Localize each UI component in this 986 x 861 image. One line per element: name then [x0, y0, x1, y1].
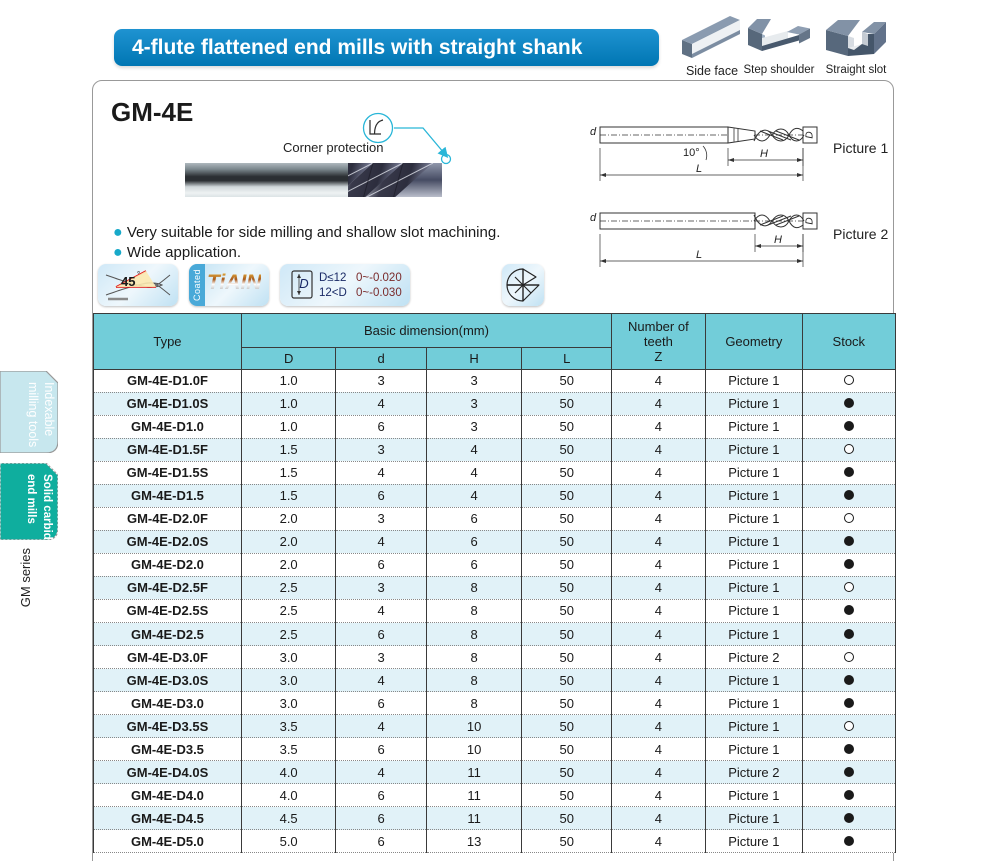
- svg-text:end mills: end mills: [25, 474, 37, 524]
- svg-text:Indexable: Indexable: [42, 382, 56, 436]
- svg-text:12<D: 12<D: [319, 287, 347, 299]
- svg-text:L: L: [696, 249, 702, 261]
- svg-text:D: D: [805, 131, 816, 138]
- svg-text:L: L: [696, 163, 702, 175]
- svg-text:Solid carbide: Solid carbide: [41, 474, 53, 540]
- svg-text:D: D: [299, 276, 308, 291]
- svg-text:H: H: [774, 234, 782, 246]
- svg-text:D: D: [805, 217, 816, 224]
- svg-text:0~-0.020: 0~-0.020: [356, 272, 402, 284]
- svg-text:d: d: [590, 126, 597, 138]
- svg-text:milling tools: milling tools: [26, 382, 40, 447]
- svg-text:°: °: [137, 270, 140, 279]
- svg-text:10°: 10°: [683, 147, 700, 159]
- svg-text:45: 45: [121, 274, 135, 289]
- svg-text:D≤12: D≤12: [319, 272, 346, 284]
- svg-text:0~-0.030: 0~-0.030: [356, 287, 402, 299]
- svg-text:d: d: [590, 212, 597, 224]
- svg-text:H: H: [760, 148, 768, 160]
